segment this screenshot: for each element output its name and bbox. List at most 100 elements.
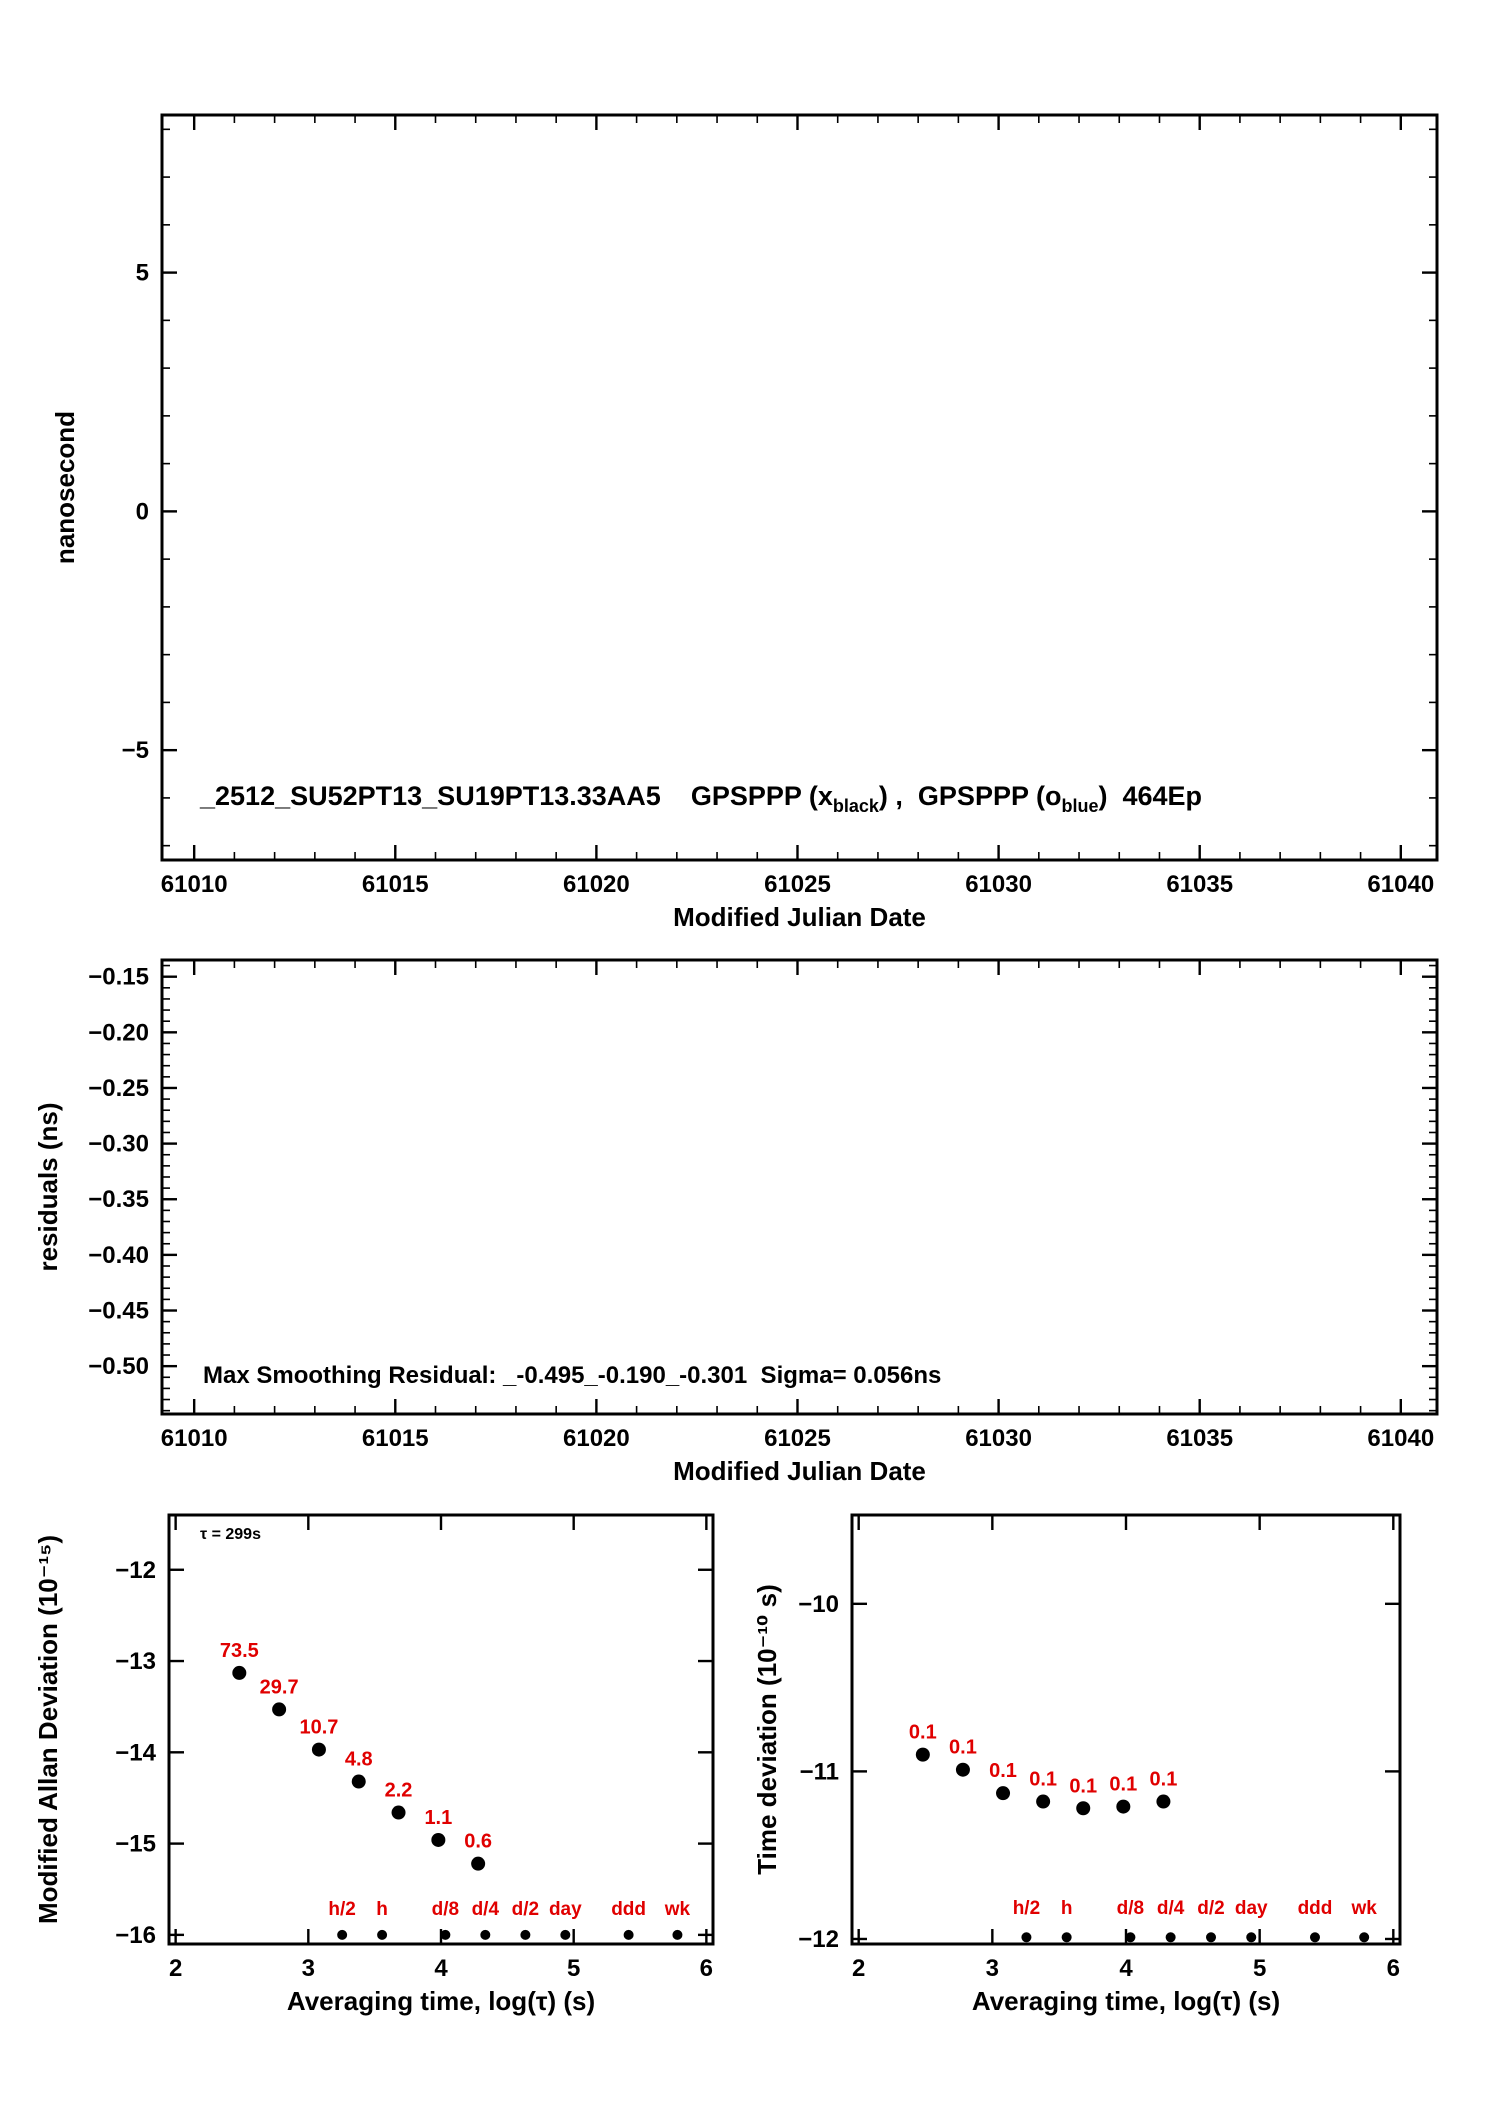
- x-tick-label: 61030: [965, 1425, 1032, 1452]
- data-point: [471, 1856, 486, 1871]
- x-tick-label: 61015: [362, 1425, 429, 1452]
- y-tick-label: −16: [115, 1922, 156, 1949]
- dataset-title: _2512_SU52PT13_SU19PT13.33AA5 GPSPPP (xb…: [200, 781, 1202, 817]
- series-black-subscript: black: [832, 796, 879, 816]
- timescale-label: wk: [1350, 1898, 1377, 1919]
- y-tick-label: −0.50: [88, 1353, 149, 1380]
- point-value-label: 0.1: [1069, 1775, 1097, 1797]
- y-axis-title: residuals (ns): [33, 1102, 63, 1271]
- x-tick-label: 61035: [1166, 871, 1233, 898]
- x-tick-label: 61025: [764, 871, 831, 898]
- data-point: [232, 1665, 247, 1680]
- series-blue-subscript: blue: [1061, 796, 1099, 816]
- x-axis-title: Averaging time, log(τ) (s): [287, 1986, 595, 2016]
- timescale-label: h/2: [1013, 1898, 1040, 1919]
- data-point: [1116, 1799, 1131, 1814]
- y-tick-label: 5: [136, 260, 149, 287]
- series-black-label: GPSPPP (x: [660, 781, 833, 811]
- data-point: [391, 1805, 406, 1820]
- x-tick-label: 61030: [965, 871, 1032, 898]
- y-tick-label: −0.45: [88, 1298, 149, 1325]
- point-value-label: 1.1: [424, 1807, 452, 1829]
- timescale-dot: [1165, 1932, 1176, 1943]
- point-value-label: 73.5: [220, 1640, 259, 1662]
- data-point: [1156, 1794, 1171, 1809]
- timescale-dot: [560, 1929, 571, 1940]
- data-points: 0.1 0.1 0.1 0.1 0.1 0.1 0.1: [909, 1722, 1177, 1816]
- timescale-dot: [377, 1929, 388, 1940]
- timescale-dot: [1309, 1932, 1320, 1943]
- point-value-label: 0.6: [464, 1831, 492, 1853]
- y-tick-label: −0.35: [88, 1186, 149, 1213]
- y-tick-label: −13: [115, 1648, 156, 1675]
- data-point: [1076, 1801, 1091, 1816]
- y-tick-label: −10: [798, 1591, 839, 1618]
- timescale-label: ddd: [611, 1899, 646, 1920]
- data-point: [996, 1786, 1011, 1801]
- chart-tdev: 2 3 4 5 6 −10 −11 −12 Averaging time, log(τ) (s)…: [752, 1513, 1402, 2016]
- data-point: [272, 1702, 287, 1717]
- timescale-label: d/8: [432, 1899, 459, 1920]
- x-tick-label: 61020: [563, 1425, 630, 1452]
- timescale-label: d/2: [512, 1899, 539, 1920]
- dataset-id: _2512_SU52PT13_SU19PT13.33AA5: [200, 781, 661, 811]
- timescale-label: d/8: [1117, 1898, 1144, 1919]
- x-tick-label: 6: [700, 1955, 713, 1982]
- x-axis-title: Modified Julian Date: [673, 1456, 926, 1486]
- point-value-label: 0.1: [1150, 1769, 1178, 1791]
- plot-frame: [160, 113, 1439, 862]
- x-tick-label: 3: [302, 1955, 315, 1982]
- data-point: [351, 1774, 366, 1789]
- y-tick-label: −0.20: [88, 1019, 149, 1046]
- chart-residuals: 61010 61015 61020 61025 61030 61035 61040 −0.15…: [33, 958, 1439, 1486]
- timescale-dot: [623, 1929, 634, 1940]
- point-value-label: 0.1: [1109, 1774, 1137, 1796]
- timescale-dot: [480, 1929, 491, 1940]
- timescale-dot: [672, 1929, 683, 1940]
- y-tick-label: −14: [115, 1739, 156, 1766]
- y-tick-label: −0.25: [88, 1075, 149, 1102]
- timescale-dot: [1061, 1932, 1072, 1943]
- timescale-dot: [520, 1929, 531, 1940]
- tau-note: τ = 299s: [200, 1526, 261, 1543]
- epoch-count-label: ) 464Ep: [1098, 781, 1203, 811]
- point-value-label: 0.1: [909, 1722, 937, 1744]
- timescale-dot: [1021, 1932, 1032, 1943]
- point-value-label: 0.1: [949, 1737, 977, 1759]
- timescale-label: d/4: [472, 1899, 500, 1920]
- x-tick-label: 5: [1253, 1955, 1266, 1982]
- plot-frame: [160, 958, 1439, 1416]
- x-tick-label: 4: [1119, 1955, 1133, 1982]
- x-tick-label: 2: [169, 1955, 182, 1982]
- x-axis-title: Modified Julian Date: [673, 902, 926, 932]
- timescale-dot: [1206, 1932, 1217, 1943]
- y-axis-title: Time deviation (10⁻¹⁰ s): [752, 1584, 782, 1874]
- residual-note: Max Smoothing Residual: _-0.495_-0.190_-…: [203, 1362, 942, 1389]
- timescale-dot: [440, 1929, 451, 1940]
- timescale-dot: [337, 1929, 348, 1940]
- point-value-label: 29.7: [260, 1676, 299, 1698]
- y-axis-title: nanosecond: [50, 411, 80, 564]
- x-tick-label: 61035: [1166, 1425, 1233, 1452]
- timescale-label: d/2: [1197, 1898, 1224, 1919]
- y-tick-label: −15: [115, 1831, 156, 1858]
- timescale-label: ddd: [1298, 1898, 1333, 1919]
- y-tick-label: −0.30: [88, 1131, 149, 1158]
- timescale-label: day: [1235, 1898, 1268, 1919]
- timescale-markers: h/2 h d/8 d/4 d/2 day ddd wk: [1013, 1898, 1377, 1943]
- timescale-markers: h/2 h d/8 d/4 d/2 day ddd wk: [328, 1899, 691, 1940]
- x-tick-label: 5: [567, 1955, 580, 1982]
- timescale-label: h: [1061, 1898, 1073, 1919]
- x-axis-title: Averaging time, log(τ) (s): [972, 1986, 1280, 2016]
- point-value-label: 0.1: [989, 1760, 1017, 1782]
- x-tick-label: 61040: [1367, 871, 1434, 898]
- timescale-dot: [1246, 1932, 1257, 1943]
- point-value-label: 0.1: [1029, 1769, 1057, 1791]
- timescale-label: day: [549, 1899, 582, 1920]
- timescale-dot: [1125, 1932, 1136, 1943]
- plot-frame: [167, 1513, 715, 1946]
- timescale-dot: [1359, 1932, 1370, 1943]
- timescale-label: h: [376, 1899, 388, 1920]
- timescale-label: h/2: [328, 1899, 355, 1920]
